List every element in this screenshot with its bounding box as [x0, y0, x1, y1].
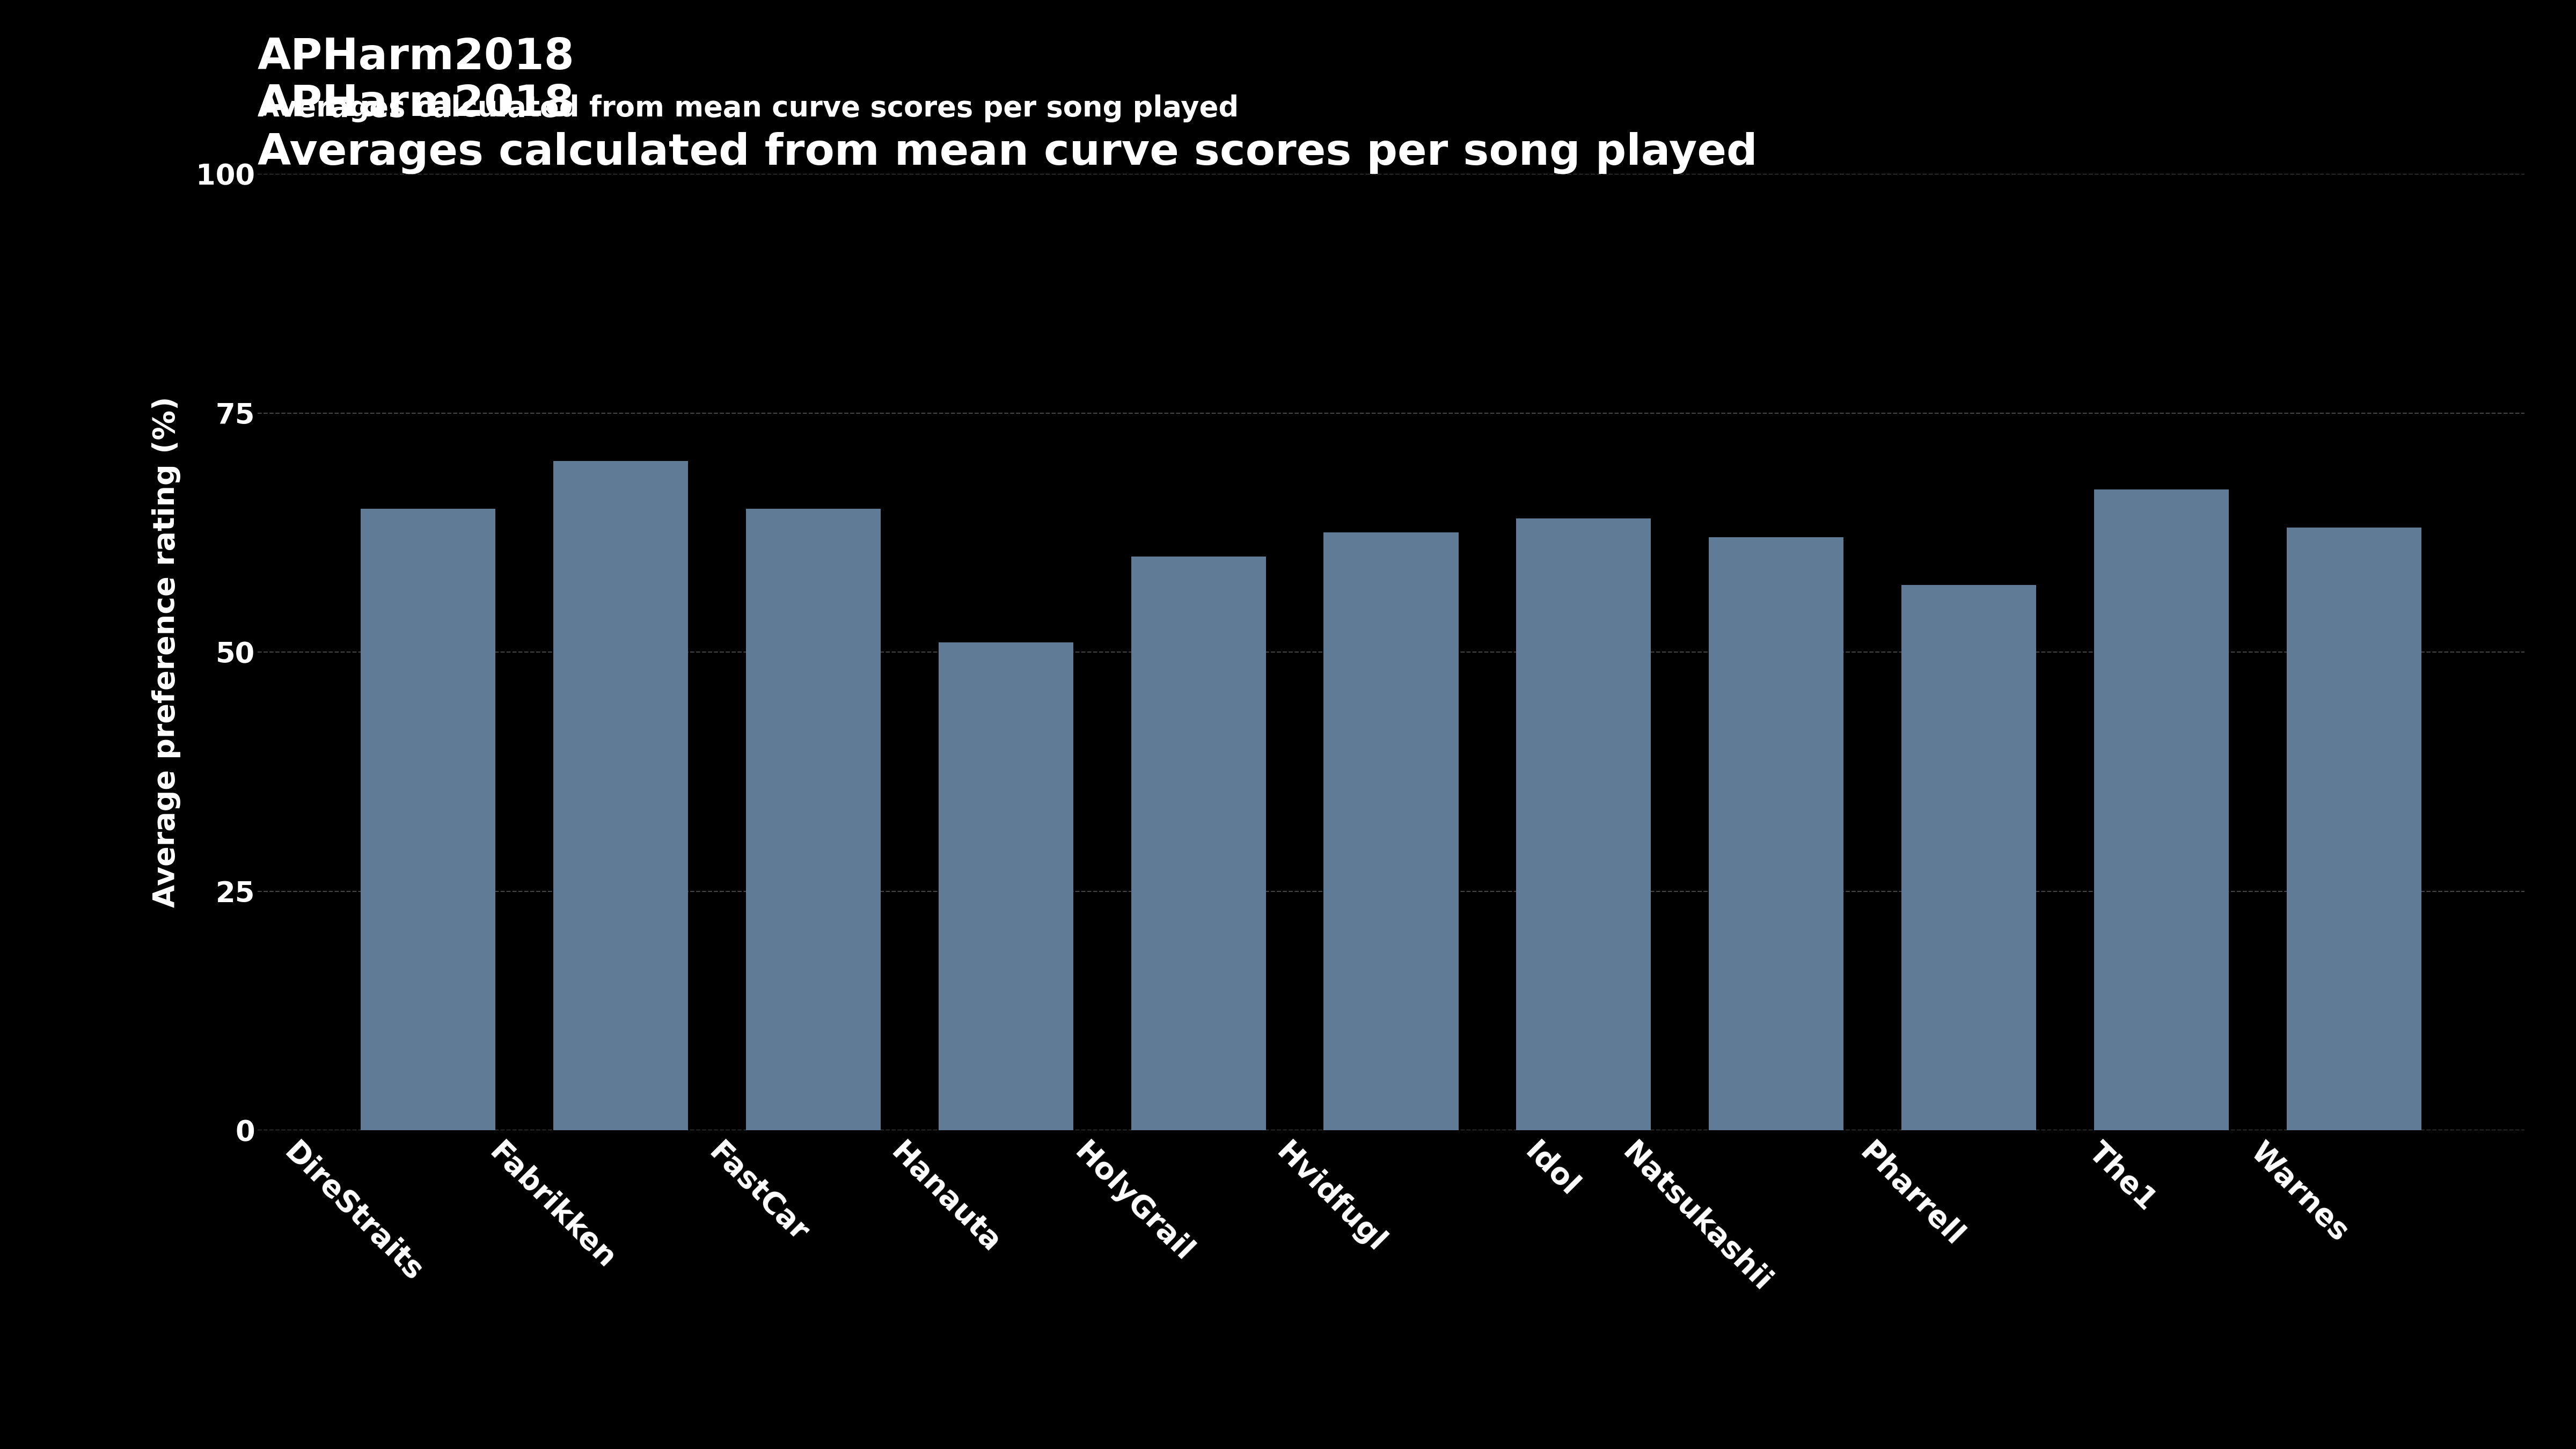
Text: APHarm2018
Averages calculated from mean curve scores per song played: APHarm2018 Averages calculated from mean… [258, 84, 1757, 174]
Bar [747, 509, 881, 1130]
Bar [1517, 519, 1651, 1130]
Bar [2287, 527, 2421, 1130]
Bar [554, 461, 688, 1130]
Bar [2094, 490, 2228, 1130]
Bar [1324, 533, 1458, 1130]
Text: APHarm2018: APHarm2018 [258, 36, 574, 78]
Bar [1901, 585, 2035, 1130]
Bar [361, 509, 495, 1130]
Text: Averages calculated from mean curve scores per song played: Averages calculated from mean curve scor… [258, 94, 1239, 122]
Bar [1131, 556, 1265, 1130]
Bar [938, 642, 1074, 1130]
Y-axis label: Average preference rating (%): Average preference rating (%) [152, 397, 180, 907]
Bar [1708, 538, 1844, 1130]
